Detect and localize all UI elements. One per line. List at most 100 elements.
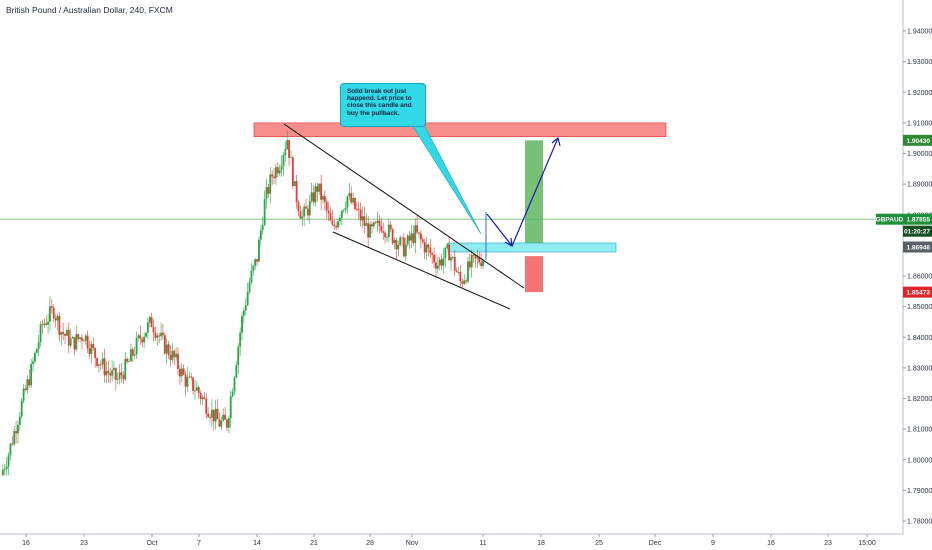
candle-body [154, 332, 157, 338]
candle-body [35, 348, 38, 353]
chart-title: British Pound / Australian Dollar, 240, … [6, 5, 173, 15]
candle-body [435, 262, 437, 269]
candle-body [135, 337, 138, 355]
tag-countdown: 01:20:27 [904, 229, 930, 236]
candle-body [192, 377, 194, 391]
candle-body [414, 225, 417, 244]
candle-body [131, 349, 134, 356]
candle-body [451, 257, 454, 258]
candle-body [124, 358, 127, 380]
candle-body [482, 260, 484, 266]
candle-body [303, 206, 306, 217]
candle-body [199, 393, 202, 399]
candle-body [256, 259, 258, 262]
candle-body [26, 379, 29, 390]
candle-body [54, 318, 57, 321]
y-tick-label: 1.91000 [907, 120, 932, 127]
candle-body [28, 379, 31, 386]
candle-body [252, 265, 255, 271]
tag-target-bg [903, 134, 932, 146]
candle-body [316, 186, 319, 192]
candle-body [114, 368, 117, 380]
candle-body [416, 225, 419, 233]
candle-body [120, 372, 123, 376]
candle-body [13, 431, 16, 445]
candle-body [107, 370, 110, 374]
candle-body [423, 242, 426, 253]
candle-body [291, 157, 294, 187]
candle-body [442, 258, 445, 266]
candle-body [369, 224, 371, 238]
candle-body [472, 254, 475, 256]
candle-body [459, 272, 462, 282]
candle-body [280, 165, 283, 171]
x-tick-label: 21 [310, 540, 318, 547]
candle-body [139, 335, 142, 339]
candle-body [450, 257, 452, 261]
candle-body [69, 338, 72, 346]
x-tick-label: 28 [366, 540, 374, 547]
candle-body [263, 198, 266, 226]
candle-body [96, 358, 98, 366]
y-tick-label: 1.82000 [907, 396, 932, 403]
candle-body [378, 220, 381, 226]
x-tick-label: 7 [197, 540, 201, 547]
candle-body [399, 237, 402, 245]
x-tick-label: 23 [824, 540, 832, 547]
candle-body [201, 397, 204, 399]
x-tick-label: 18 [537, 540, 545, 547]
y-tick-label: 1.79000 [907, 488, 932, 495]
candle-body [425, 244, 428, 253]
candle-body [113, 368, 115, 371]
candle-body [18, 416, 21, 425]
candle-body [248, 282, 251, 293]
annotation-note[interactable]: Solid break out just happend. Let price … [340, 83, 426, 127]
candle-body [344, 207, 347, 210]
candle-body [406, 235, 409, 245]
candle-body [431, 253, 434, 255]
candle-body [365, 223, 368, 226]
candle-body [167, 344, 170, 356]
candle-body [178, 368, 181, 377]
candle-body [371, 224, 373, 227]
candle-body [244, 304, 247, 311]
x-tick-label: 16 [22, 540, 30, 547]
candle-body [47, 321, 49, 325]
x-tick-label: 23 [80, 540, 88, 547]
candle-body [30, 363, 33, 386]
candle-body [41, 324, 44, 326]
x-tick-label: 11 [479, 540, 486, 547]
candle-body [43, 323, 46, 326]
candle-body [448, 244, 451, 261]
candle-body [197, 387, 200, 394]
candle-body [463, 280, 466, 284]
candle-body [231, 391, 234, 397]
candle-body [103, 358, 106, 376]
candle-body [218, 419, 221, 427]
candle-body [322, 196, 324, 200]
candle-body [58, 316, 61, 335]
candle-body [52, 307, 55, 319]
candle-body [101, 358, 104, 365]
candle-body [90, 344, 93, 354]
candle-body [387, 224, 390, 238]
candle-body [293, 181, 296, 187]
candle-body [111, 370, 114, 376]
candle-body [212, 409, 215, 422]
candle-body [66, 329, 68, 336]
symbol-tag-bg [876, 213, 903, 225]
candle-body [86, 335, 89, 349]
candle-body [348, 193, 351, 197]
candle-body [327, 210, 330, 214]
candle-body [220, 420, 223, 427]
candle-body [404, 244, 407, 257]
candle-body [295, 181, 298, 203]
candle-body [203, 397, 206, 399]
candle-body [354, 198, 356, 209]
candle-body [367, 223, 370, 238]
candle-body [150, 317, 153, 328]
candle-body [45, 323, 48, 325]
projection-leg-down [486, 213, 513, 247]
